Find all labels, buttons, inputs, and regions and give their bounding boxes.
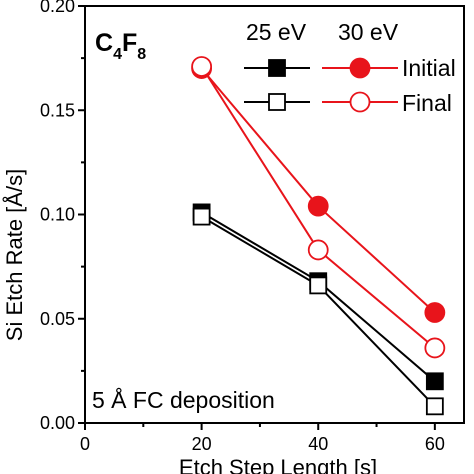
- y-axis-label: Si Etch Rate [Å/s]: [2, 169, 27, 341]
- x-tick-label: 0: [80, 434, 90, 454]
- species-main: C: [95, 29, 113, 57]
- y-tick-label: 0.10: [40, 205, 75, 225]
- legend: [244, 57, 398, 113]
- data-point-25ev-final: [192, 207, 211, 226]
- legend-label-initial: Initial: [402, 55, 456, 81]
- x-axis-label: Etch Step Length [s]: [179, 455, 377, 474]
- data-point-25ev-final: [309, 276, 328, 295]
- data-point-25ev-final: [425, 397, 444, 416]
- species-label: C4F8: [95, 29, 146, 63]
- x-tick-label: 60: [425, 434, 445, 454]
- legend-label-final: Final: [402, 90, 452, 116]
- x-tick-label: 20: [192, 434, 212, 454]
- y-tick-label: 0.20: [40, 0, 75, 16]
- y-tick-label: 0.00: [40, 413, 75, 433]
- species-mid: F: [122, 29, 137, 57]
- legend-header-30ev: 30 eV: [338, 19, 399, 45]
- legend-marker-25ev-initial: [268, 59, 286, 77]
- series-layer: [191, 56, 446, 416]
- species-sub1: 4: [113, 46, 122, 63]
- data-point-30ev-initial: [424, 302, 446, 323]
- annotation-label: 5 Å FC deposition: [92, 386, 275, 413]
- legend-header-25ev: 25 eV: [246, 19, 307, 45]
- species-sub2: 8: [137, 46, 146, 63]
- data-point-30ev-initial: [307, 195, 329, 217]
- y-tick-label: 0.15: [40, 100, 75, 120]
- data-point-30ev-final: [424, 337, 446, 359]
- legend-marker-30ev-initial: [349, 57, 371, 79]
- y-tick-label: 0.05: [40, 309, 75, 329]
- series-25ev-initial: [192, 203, 444, 391]
- data-point-30ev-final: [191, 56, 213, 77]
- legend-marker-30ev-final: [349, 91, 371, 113]
- legend-marker-25ev-final: [268, 93, 286, 111]
- x-tick-label: 40: [308, 434, 328, 454]
- data-point-30ev-final: [307, 239, 329, 261]
- series-25ev-final: [192, 207, 444, 416]
- ticks: 0 20 40 60 0.00 0.05 0.10 0.15 0.20: [40, 0, 445, 454]
- data-point-25ev-initial: [425, 372, 444, 391]
- series-30ev-final: [191, 56, 446, 359]
